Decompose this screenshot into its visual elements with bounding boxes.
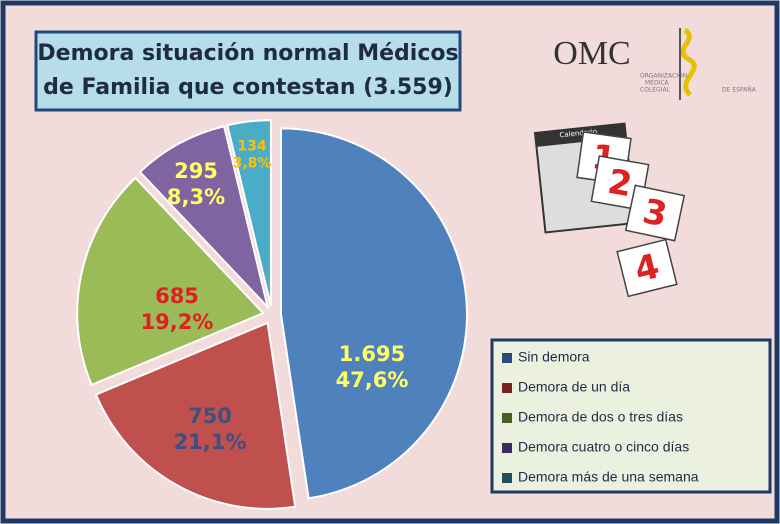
value-label: 750 — [188, 404, 232, 428]
legend-label: Demora más de una semana — [518, 469, 699, 485]
logo-text: OMC — [553, 35, 630, 72]
legend-label: Demora cuatro o cinco días — [518, 439, 689, 455]
legend-marker — [502, 383, 512, 393]
chart: Demora situación normal Médicos de Famil… — [0, 0, 780, 524]
value-label: 1.695 — [339, 342, 405, 366]
legend-marker — [502, 413, 512, 423]
percentage-label: 19,2% — [141, 310, 214, 334]
logo-subtitle: DE ESPAÑA — [722, 87, 757, 94]
percentage-label: 8,3% — [167, 185, 225, 209]
value-label: 295 — [174, 159, 218, 183]
logo-subtitle: COLEGIAL — [640, 87, 671, 94]
logo-subtitle: ORGANIZACIÓN — [640, 73, 687, 80]
legend-label: Demora de un día — [518, 379, 630, 395]
percentage-label: 21,1% — [174, 430, 247, 454]
value-label: 134 — [237, 138, 266, 154]
legend-marker — [502, 353, 512, 363]
chart-title: Demora situación normal Médicos — [37, 41, 458, 66]
percentage-label: 47,6% — [336, 368, 409, 392]
chart-title: de Familia que contestan (3.559) — [43, 75, 453, 100]
logo-subtitle: MÉDICA — [645, 79, 670, 87]
value-label: 685 — [155, 284, 199, 308]
legend-marker — [502, 473, 512, 483]
legend-marker — [502, 443, 512, 453]
legend-label: Sin demora — [518, 349, 590, 365]
legend-label: Demora de dos o tres días — [518, 409, 683, 425]
percentage-label: 3,8% — [233, 156, 272, 172]
